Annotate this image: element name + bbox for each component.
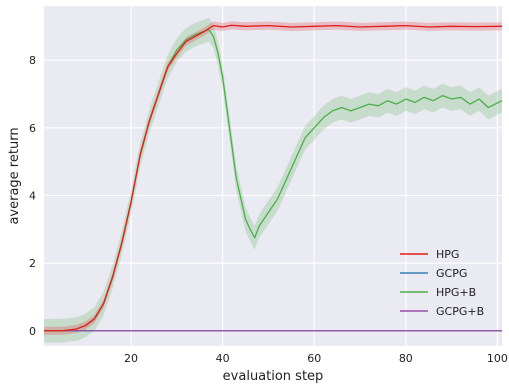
x-tick-label: 60 (307, 352, 321, 365)
x-tick-label: 40 (216, 352, 230, 365)
legend-label-1: GCPG (436, 267, 467, 280)
y-tick-label: 2 (29, 257, 36, 270)
x-tick-label: 100 (487, 352, 508, 365)
legend: HPG GCPG HPG+B GCPG+B (400, 248, 484, 318)
y-tick-label: 8 (29, 54, 36, 67)
series-band-2 (44, 17, 502, 343)
tick-layer: 20 40 60 80 100 0 2 4 6 8 (29, 54, 508, 365)
plot-background (44, 6, 502, 346)
legend-label-0: HPG (436, 248, 459, 261)
x-tick-label: 80 (399, 352, 413, 365)
series-line-0 (44, 24, 503, 332)
y-axis-label: average return (7, 127, 22, 224)
y-tick-label: 4 (29, 189, 36, 202)
y-tick-label: 0 (29, 325, 36, 338)
legend-label-3: GCPG+B (436, 305, 484, 318)
y-tick-label: 6 (29, 122, 36, 135)
x-tick-label: 20 (124, 352, 138, 365)
line-layer (44, 24, 503, 332)
x-axis-label: evaluation step (223, 369, 324, 384)
legend-label-2: HPG+B (436, 286, 476, 299)
